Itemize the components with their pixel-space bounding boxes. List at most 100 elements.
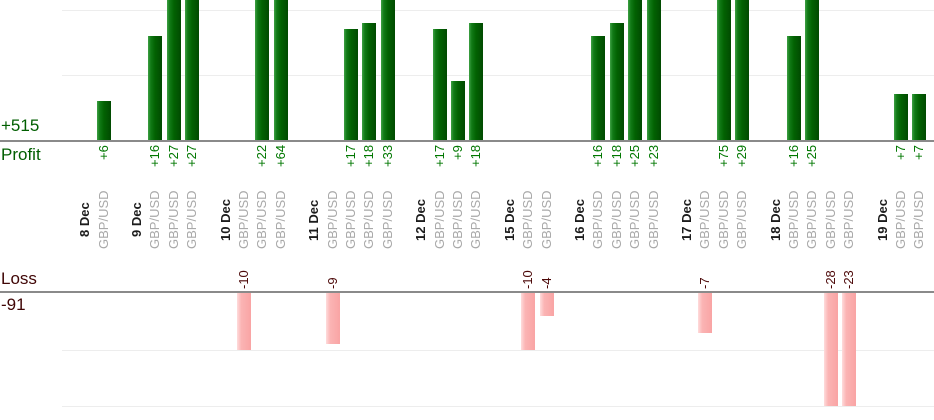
profit-bar xyxy=(591,36,606,140)
instrument-label: GBP/USD xyxy=(608,190,624,250)
profit-value-label: +16 xyxy=(786,145,801,168)
date-label: 8 Dec xyxy=(77,202,93,238)
instrument-label: GBP/USD xyxy=(272,190,288,250)
loss-value-label: -10 xyxy=(520,270,536,289)
instrument-label: GBP/USD xyxy=(715,190,731,250)
profit-gridline xyxy=(62,75,934,76)
profit-value-label: +18 xyxy=(361,145,377,168)
date-label: 19 Dec xyxy=(874,199,890,241)
loss-axis-title: Loss xyxy=(1,269,37,288)
profit-bar xyxy=(805,0,820,140)
profit-bar xyxy=(273,0,288,140)
profit-value-label: +17 xyxy=(431,145,447,168)
date-label: 9 Dec xyxy=(129,202,144,238)
loss-bar xyxy=(325,293,340,344)
profit-bar xyxy=(255,0,270,140)
loss-value-label: -4 xyxy=(538,277,554,289)
profit-value-label: +33 xyxy=(379,145,395,168)
instrument-label: GBP/USD xyxy=(734,190,750,250)
profit-value-label: +23 xyxy=(645,145,661,168)
date-label: 15 Dec xyxy=(501,199,517,241)
profit-value-label: +17 xyxy=(343,145,358,168)
instrument-label: GBP/USD xyxy=(254,190,270,250)
instrument-label: GBP/USD xyxy=(786,190,801,250)
profit-bar xyxy=(646,0,661,140)
profit-total-label: +515 xyxy=(1,116,40,135)
instrument-label: GBP/USD xyxy=(361,190,377,250)
instrument-label: GBP/USD xyxy=(184,190,200,250)
instrument-label: GBP/USD xyxy=(645,190,661,250)
profit-bar xyxy=(628,0,643,140)
instrument-label: GBP/USD xyxy=(520,190,536,250)
profit-bar xyxy=(912,94,927,140)
profit-value-label: +64 xyxy=(272,145,288,168)
profit-value-label: +22 xyxy=(254,145,270,168)
loss-bar xyxy=(539,293,554,316)
instrument-label: GBP/USD xyxy=(165,190,181,250)
loss-zero-axis xyxy=(0,291,934,293)
instrument-label: GBP/USD xyxy=(324,190,340,250)
date-label: 18 Dec xyxy=(767,199,783,241)
profit-axis-title: Profit xyxy=(1,145,41,164)
instrument-label: GBP/USD xyxy=(236,190,251,250)
instrument-label: GBP/USD xyxy=(431,190,447,250)
instrument-label: GBP/USD xyxy=(822,190,838,250)
profit-bar xyxy=(362,23,377,140)
loss-bar xyxy=(521,293,536,350)
profit-bar xyxy=(451,81,465,140)
loss-bar xyxy=(823,293,838,406)
instrument-label: GBP/USD xyxy=(804,190,820,250)
instrument-label: GBP/USD xyxy=(911,190,927,250)
instrument-label: GBP/USD xyxy=(343,190,358,250)
instrument-label: GBP/USD xyxy=(697,190,713,250)
instrument-label: GBP/USD xyxy=(450,190,465,250)
loss-bar xyxy=(842,293,857,406)
loss-value-label: -28 xyxy=(822,270,838,289)
profit-value-label: +16 xyxy=(147,145,163,168)
profit-value-label: +6 xyxy=(95,145,111,160)
instrument-label: GBP/USD xyxy=(468,190,484,250)
instrument-label: GBP/USD xyxy=(95,190,111,250)
date-label: 11 Dec xyxy=(306,199,322,241)
profit-value-label: +29 xyxy=(734,145,750,168)
profit-bar xyxy=(787,36,801,140)
profit-bar xyxy=(148,36,163,140)
loss-value-label: -10 xyxy=(236,270,251,289)
profit-value-label: +75 xyxy=(715,145,731,168)
profit-bar xyxy=(432,29,447,140)
profit-value-label: +9 xyxy=(450,145,465,160)
loss-value-label: -23 xyxy=(841,270,857,289)
instrument-label: GBP/USD xyxy=(590,190,606,250)
profit-value-label: +16 xyxy=(590,145,606,168)
profit-bar xyxy=(735,0,750,140)
profit-value-label: +7 xyxy=(911,145,927,160)
loss-value-label: -9 xyxy=(324,277,340,289)
instrument-label: GBP/USD xyxy=(627,190,643,250)
loss-bar xyxy=(237,293,251,350)
instrument-label: GBP/USD xyxy=(538,190,554,250)
loss-total-label: -91 xyxy=(1,295,26,314)
instrument-label: GBP/USD xyxy=(893,190,908,250)
profit-value-label: +25 xyxy=(627,145,643,168)
profit-value-label: +25 xyxy=(804,145,820,168)
instrument-label: GBP/USD xyxy=(379,190,395,250)
profit-zero-axis xyxy=(0,140,934,142)
profit-bar xyxy=(344,29,358,140)
profit-bar xyxy=(166,0,181,140)
loss-gridline xyxy=(62,349,934,351)
profit-value-label: +18 xyxy=(468,145,484,168)
profit-bar xyxy=(894,94,908,140)
profit-bar xyxy=(380,0,395,140)
profit-bar xyxy=(469,23,484,140)
profit-bar xyxy=(716,0,731,140)
profit-bar xyxy=(96,101,111,140)
profit-value-label: +27 xyxy=(165,145,181,168)
profit-value-label: +27 xyxy=(184,145,200,168)
date-label: 12 Dec xyxy=(413,199,429,241)
profit-gridline xyxy=(62,10,934,11)
loss-bar xyxy=(698,293,713,333)
loss-gridline xyxy=(62,406,934,407)
profit-value-label: +7 xyxy=(893,145,908,160)
loss-value-label: -7 xyxy=(697,277,713,289)
